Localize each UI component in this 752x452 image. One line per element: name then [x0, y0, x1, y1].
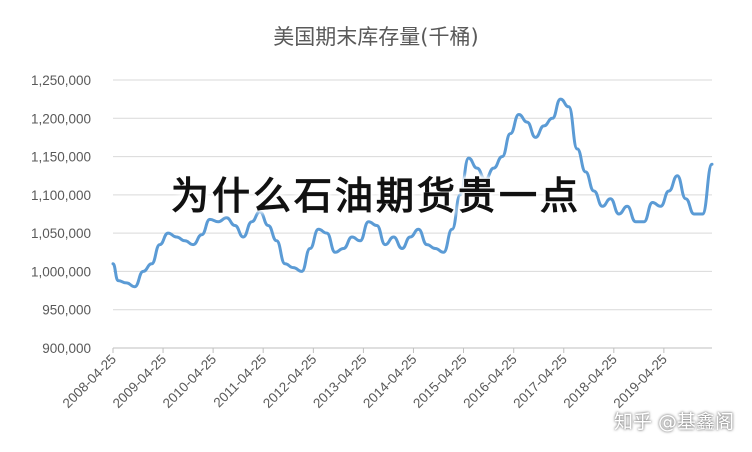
watermark-text: 知乎 @基鑫阁	[613, 411, 734, 433]
x-tick-label: 2019-04-25	[611, 352, 670, 411]
y-tick-label: 1,100,000	[31, 188, 91, 203]
y-tick-label: 1,250,000	[31, 73, 91, 88]
gridlines	[113, 79, 712, 311]
y-tick-label: 950,000	[42, 303, 91, 318]
y-tick-label: 1,000,000	[31, 264, 91, 279]
series-line	[111, 97, 714, 289]
x-tick-label: 2010-04-25	[160, 352, 219, 411]
y-tick-label: 900,000	[42, 341, 91, 356]
y-axis-ticks: 900,000 950,000 1,000,000 1,050,000 1,100,00…	[31, 73, 91, 356]
y-tick-label: 1,200,000	[31, 111, 91, 126]
y-tick-label: 1,050,000	[31, 226, 91, 241]
overlay-headline: 为什么石油期货贵一点	[170, 174, 581, 218]
x-axis-ticks: 2008-04-252009-04-252010-04-252011-04-25…	[60, 348, 670, 411]
y-tick-label: 1,150,000	[31, 150, 91, 165]
chart-title: 美国期末库存量(千桶)	[273, 25, 478, 49]
